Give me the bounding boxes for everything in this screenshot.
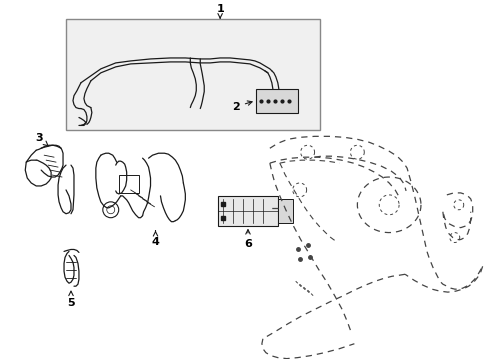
Text: 1: 1 — [216, 4, 224, 18]
Text: 6: 6 — [244, 230, 251, 248]
Text: 5: 5 — [67, 291, 75, 308]
Text: 3: 3 — [35, 133, 48, 146]
Bar — [119, 175, 138, 193]
Text: 4: 4 — [151, 231, 159, 247]
Bar — [218, 196, 277, 226]
Bar — [277, 199, 292, 223]
Bar — [255, 89, 297, 113]
Text: 2: 2 — [232, 101, 252, 112]
Bar — [66, 19, 319, 130]
